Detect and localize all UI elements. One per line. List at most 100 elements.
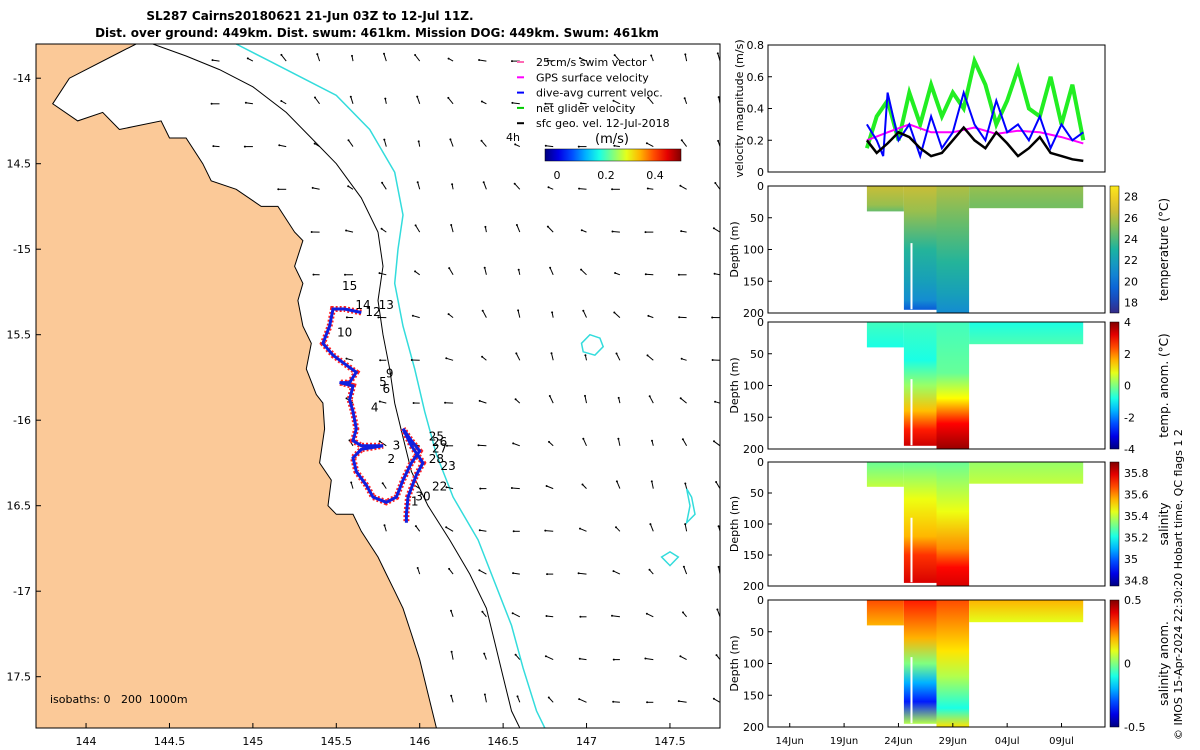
current-arrow-head [582,309,585,312]
current-arrow-head [648,568,651,571]
current-arrow-head [243,145,246,148]
current-arrow [416,96,421,104]
current-arrow-head [244,101,247,104]
current-arrow-head [648,395,651,398]
current-arrow-head [344,273,346,276]
current-arrow-head [311,186,314,189]
track-label-15: 15 [342,279,357,293]
current-arrow [651,481,654,489]
current-arrow-head [680,230,683,233]
track-label-14: 14 [355,298,370,312]
track-label-12: 12 [365,305,380,319]
temperature-colorbar-tick: 28 [1124,191,1138,204]
track-label-26: 26 [432,435,447,449]
current-arrow-head [378,400,381,403]
current-arrow-head [445,526,448,529]
current-arrow [546,485,554,490]
current-arrow [450,610,454,617]
current-arrow-head [278,144,281,147]
current-arrow [512,102,520,105]
current-arrow [316,53,321,62]
current-arrow [645,273,654,276]
velocity-ylabel: velocity magnitude (m/s) [733,39,746,177]
map-xtick-label: 144 [76,735,97,748]
current-arrow-head [514,143,517,146]
salinity-colorbar-tick: 35.8 [1124,467,1149,480]
current-arrow [584,395,587,404]
current-arrow-head [447,57,450,60]
current-arrow-head [547,696,550,699]
current-arrow-head [280,53,283,56]
current-arrow-head [612,700,615,703]
current-arrow-head [717,565,720,568]
current-arrow [680,397,687,404]
current-arrow [415,525,421,532]
current-arrow [582,310,587,318]
surface-current-arrows [210,52,720,704]
current-arrow-head [517,309,520,312]
current-arrow-head [579,527,581,530]
salinity-colorbar [1109,461,1120,587]
current-arrow [713,698,720,703]
temperature_anomaly-ytick-label: 100 [743,380,764,393]
current-arrow-head [684,523,687,526]
current-arrow [612,231,620,233]
current-arrow-head [644,273,647,276]
current-arrow-head [612,99,615,102]
current-arrow [379,272,387,276]
current-arrow-head [611,188,614,191]
current-arrow-head [611,230,614,233]
current-arrow-head [645,142,648,145]
current-arrow-head [377,316,380,319]
temperature_anomaly-colorbar-tick: 2 [1124,348,1131,361]
salinity_anomaly-ytick-label: 0 [757,594,764,607]
temperature_anomaly-colorbar-tick: -4 [1124,443,1135,456]
current-arrow-head [682,565,685,568]
velocity-series-0 [864,54,1086,149]
current-arrow-head [445,486,448,489]
map-ytick-label: 17.5 [7,671,32,684]
current-arrow-head [680,357,683,360]
temperature-column-2 [936,186,970,313]
current-arrow [646,613,654,618]
colorbar-label: (m/s) [595,132,629,147]
salinity_anomaly-column-2 [936,600,970,727]
current-arrow [481,140,487,147]
current-arrow-head [613,311,616,314]
current-arrow-head [246,57,249,60]
velocity-ytick-label: 0.2 [747,134,765,147]
current-arrow-head [448,267,451,270]
current-arrow-head [310,231,313,233]
current-arrow-head [380,227,383,230]
current-arrow [212,59,220,62]
current-arrow-head [646,701,649,704]
current-arrow [715,481,720,489]
current-arrow-head [345,397,348,400]
current-arrow-head [412,402,415,404]
figure-title-line2: Dist. over ground: 449km. Dist. swum: 46… [95,26,659,40]
current-arrow-head [683,97,686,100]
current-arrow [513,572,520,575]
temperature-ytick-label: 150 [743,275,764,288]
colorbar-tick-0: 0 [554,169,561,182]
temperature-ytick-label: 0 [757,180,764,193]
current-arrow [512,612,521,618]
current-arrow [213,145,220,148]
current-arrow-head [615,352,618,355]
map-xtick-label: 144.5 [154,735,186,748]
current-arrow [417,567,421,575]
current-arrow-head [646,187,649,190]
map-xtick-label: 146.5 [487,735,519,748]
current-arrow-head [481,610,484,613]
current-arrow-head [511,612,514,615]
current-arrow-head [480,139,483,142]
salinity-ytick-label: 200 [743,580,764,593]
current-arrow [578,698,587,703]
salinity-ylabel: Depth (m) [728,496,741,552]
temperature_anomaly-ylabel: Depth (m) [728,357,741,413]
current-arrow-head [450,650,453,653]
current-arrow-head [544,144,547,147]
current-arrow-head [577,145,580,148]
current-arrow-head [613,144,616,147]
current-arrow [346,358,354,361]
